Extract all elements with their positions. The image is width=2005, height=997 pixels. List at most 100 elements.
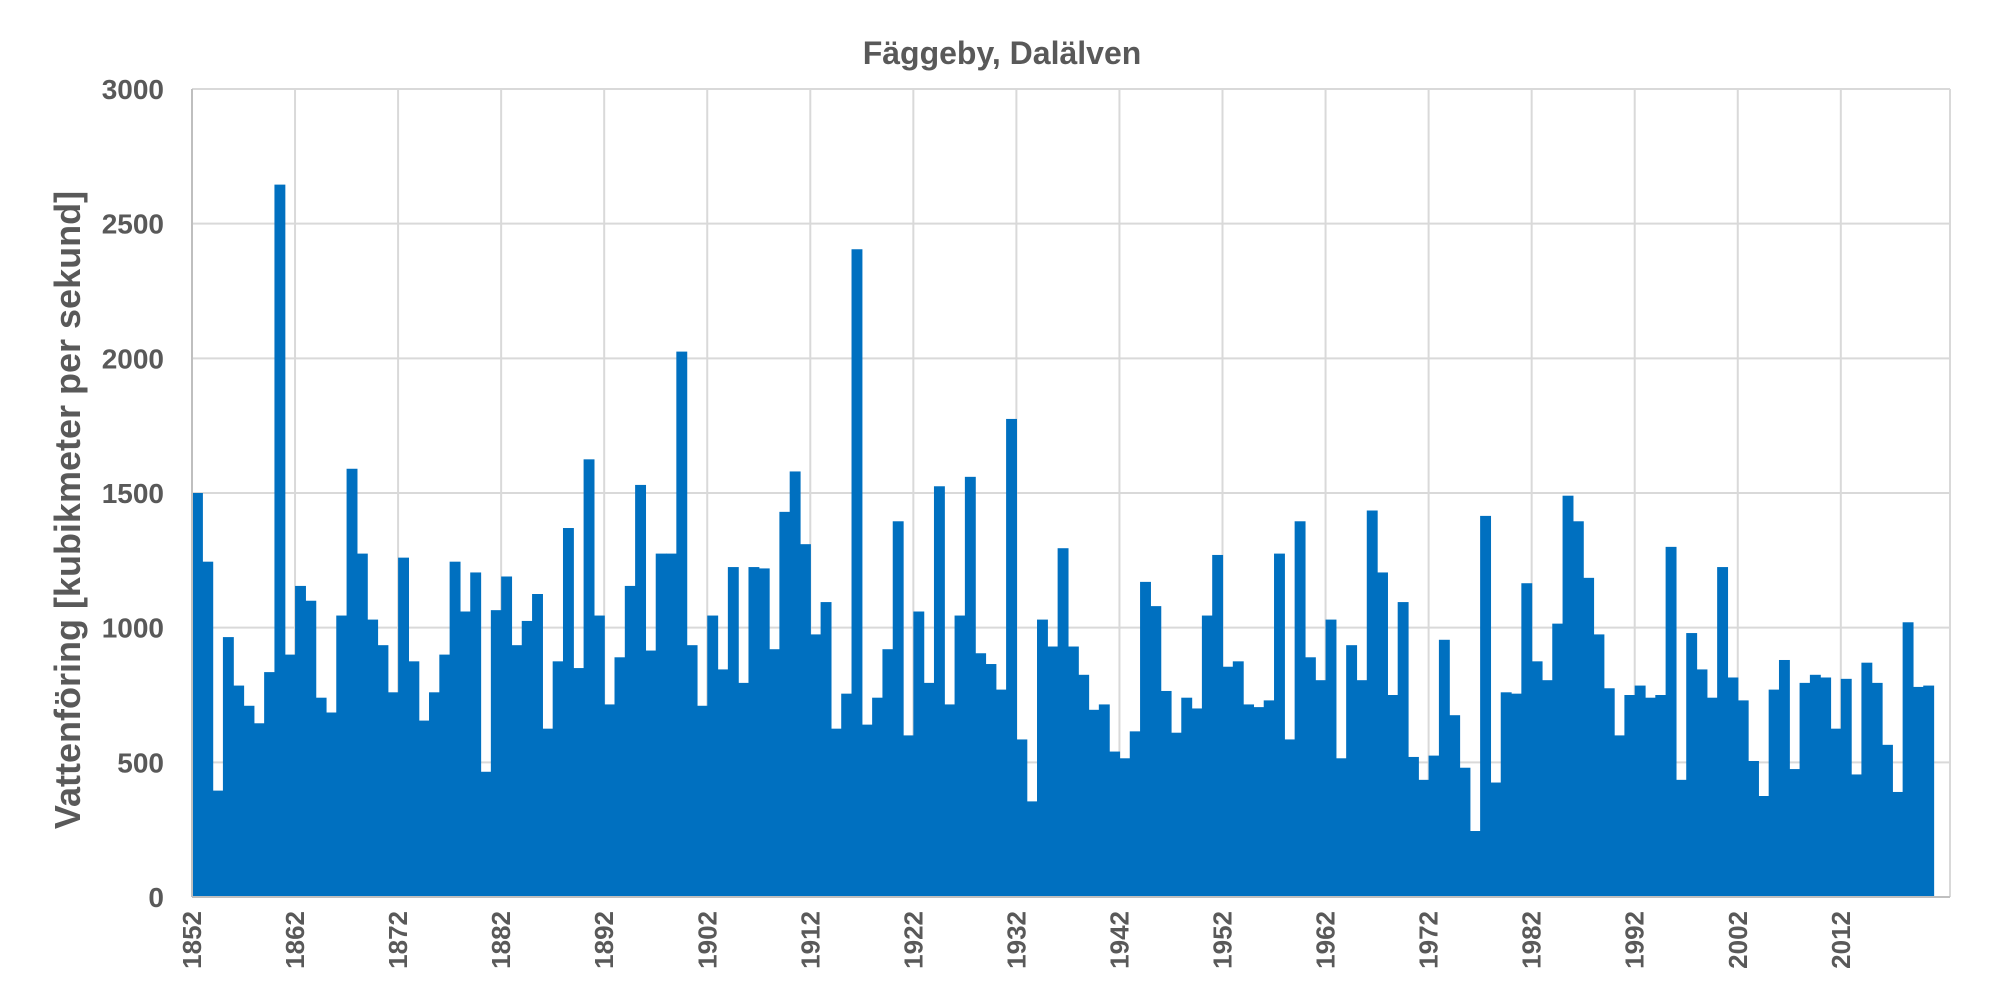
bar: [315, 697, 327, 897]
bar: [398, 557, 410, 897]
bar: [212, 790, 224, 897]
bar: [964, 476, 976, 897]
bar: [325, 712, 337, 897]
bar: [1521, 583, 1533, 897]
bar: [1047, 646, 1059, 897]
bar: [356, 553, 368, 897]
bar: [521, 620, 533, 897]
axes: [191, 89, 1950, 898]
bar: [1006, 418, 1017, 897]
bar: [1717, 567, 1729, 897]
y-tick-label: 2500: [102, 209, 164, 240]
x-tick-label: 1952: [1208, 911, 1238, 969]
bar: [1315, 680, 1327, 897]
bar: [202, 561, 214, 897]
bar: [727, 567, 739, 897]
bar: [1438, 639, 1450, 897]
bar: [1655, 695, 1667, 897]
x-tick-label: 2012: [1826, 911, 1856, 969]
x-tick-label: 1902: [692, 911, 722, 969]
bar: [1593, 634, 1605, 897]
bar: [1129, 731, 1141, 897]
bar: [192, 493, 203, 897]
bar: [655, 553, 667, 897]
bar: [830, 728, 842, 897]
bar: [1016, 739, 1028, 897]
bar: [387, 692, 399, 897]
bar: [418, 720, 430, 897]
bar: [1634, 685, 1646, 897]
bar: [1366, 510, 1378, 897]
bar: [841, 693, 853, 897]
bar: [799, 544, 811, 897]
x-tick-label: 2002: [1723, 911, 1753, 969]
bar: [1624, 695, 1636, 897]
bar: [758, 568, 770, 897]
bar: [1325, 619, 1337, 897]
bar: [944, 704, 956, 897]
x-tick-label: 1932: [1001, 911, 1031, 969]
bar: [975, 653, 987, 897]
bar: [614, 657, 626, 897]
bar: [1181, 697, 1193, 897]
bar: [923, 682, 935, 897]
bar: [1665, 546, 1677, 897]
bar: [1037, 619, 1048, 897]
bar: [1696, 669, 1708, 897]
bar: [1387, 695, 1399, 897]
bar: [377, 645, 389, 897]
bar: [243, 705, 255, 897]
x-tick-label: 1882: [486, 911, 516, 969]
bar: [1274, 553, 1285, 897]
bar: [1830, 728, 1842, 897]
bar: [1222, 666, 1234, 897]
x-tick-label: 1892: [589, 911, 619, 969]
bar: [604, 704, 616, 897]
bar: [1686, 633, 1698, 897]
bar: [295, 585, 306, 897]
bar: [903, 735, 914, 897]
bar: [583, 459, 595, 897]
y-tick-label: 1000: [102, 613, 164, 644]
bar: [1407, 756, 1419, 897]
bar: [861, 724, 873, 897]
bar: [1583, 577, 1595, 897]
y-tick-label: 1500: [102, 478, 164, 509]
bar: [1748, 760, 1759, 897]
bar: [1840, 678, 1852, 897]
bar: [1232, 661, 1244, 897]
bar: [1480, 515, 1492, 897]
bar: [470, 572, 482, 897]
y-tick-label: 0: [148, 882, 164, 913]
bar: [1541, 680, 1553, 897]
bar: [779, 511, 791, 897]
bar: [1253, 707, 1265, 897]
bar: [1428, 755, 1440, 897]
bar: [1212, 554, 1224, 897]
bar: [253, 723, 265, 897]
bar: [1140, 581, 1151, 897]
bar: [954, 615, 966, 897]
y-tick-label: 500: [117, 747, 164, 778]
bar: [593, 615, 605, 897]
bar: [1449, 715, 1461, 897]
bar: [769, 649, 780, 897]
bar: [1377, 572, 1388, 897]
bar: [1109, 751, 1121, 897]
bar: [820, 602, 832, 897]
bar: [480, 771, 492, 897]
bar: [1809, 674, 1821, 897]
bar: [1820, 677, 1832, 897]
bar: [1562, 495, 1574, 897]
bar: [1397, 602, 1409, 897]
bar: [501, 576, 513, 897]
bar: [459, 611, 471, 897]
bar: [1119, 758, 1131, 897]
bar: [233, 685, 245, 897]
bar: [562, 528, 574, 897]
bar: [367, 619, 379, 897]
bar: [573, 668, 585, 897]
bar: [552, 661, 564, 897]
bar: [1098, 704, 1110, 897]
bar: [789, 471, 801, 897]
